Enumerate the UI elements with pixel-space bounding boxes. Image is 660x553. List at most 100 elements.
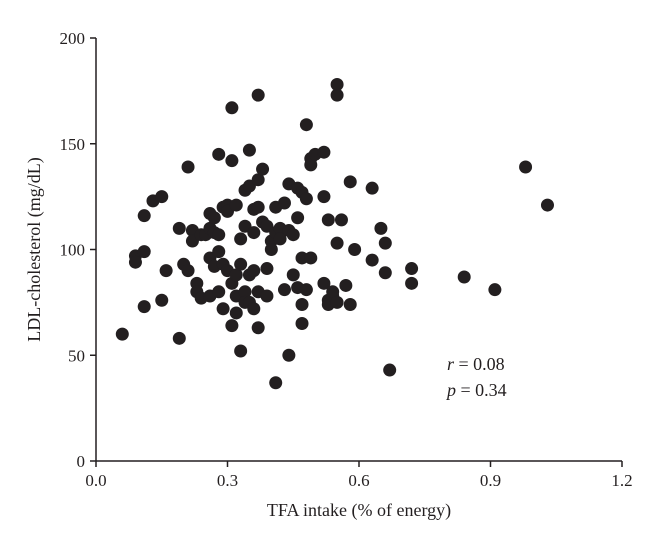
data-point [374, 221, 388, 235]
data-point [330, 88, 344, 102]
data-point [212, 245, 226, 259]
data-point [365, 253, 379, 267]
data-point [159, 264, 173, 278]
y-tick-label: 50 [68, 346, 85, 365]
data-point [405, 262, 419, 276]
data-point [247, 226, 261, 240]
data-point [234, 257, 248, 271]
data-point [519, 160, 533, 174]
y-tick-label: 100 [60, 241, 86, 260]
data-point [282, 348, 296, 362]
y-tick-label: 200 [60, 29, 86, 48]
data-point [251, 173, 265, 187]
data-point [383, 363, 397, 377]
data-point [457, 270, 471, 284]
data-point [343, 297, 357, 311]
data-point [260, 289, 274, 303]
data-point [299, 192, 313, 206]
data-point [488, 283, 502, 297]
correlation-r-annotation: r = 0.08 [447, 354, 505, 374]
r-value: = 0.08 [454, 354, 505, 374]
data-point [212, 228, 226, 242]
data-point [317, 276, 331, 290]
data-point [330, 295, 344, 309]
data-point [540, 198, 554, 212]
data-point [251, 200, 265, 214]
data-point [172, 331, 186, 345]
data-point [225, 154, 239, 168]
data-point [299, 118, 313, 132]
data-point [339, 278, 353, 292]
data-point [238, 285, 252, 299]
data-point [317, 190, 331, 204]
data-point [326, 285, 340, 299]
data-point [137, 209, 151, 223]
data-point [365, 181, 379, 195]
tick-labels: 0.0 0.3 0.6 0.9 1.2 0 50 100 150 200 [60, 29, 633, 490]
data-point [295, 297, 309, 311]
data-point [334, 213, 348, 227]
data-points [115, 78, 554, 390]
data-point [286, 268, 300, 282]
data-point [172, 221, 186, 235]
data-point [234, 232, 248, 246]
data-point [269, 376, 283, 390]
data-point [378, 236, 392, 250]
x-tick-label: 0.3 [217, 471, 238, 490]
data-point [348, 243, 362, 256]
data-point [264, 243, 278, 256]
r-symbol: r [447, 354, 455, 374]
data-point [216, 302, 230, 316]
data-point [251, 88, 265, 102]
data-point [277, 196, 291, 210]
data-point [229, 306, 243, 320]
data-point [330, 78, 344, 92]
data-point [155, 190, 169, 204]
data-point [378, 266, 392, 280]
p-value-annotation: p = 0.34 [445, 380, 507, 400]
data-point [291, 211, 305, 225]
y-tick-label: 150 [60, 135, 86, 154]
data-point [295, 317, 309, 331]
data-point [330, 236, 344, 250]
data-point [212, 147, 226, 161]
data-point [181, 160, 195, 174]
data-point [286, 228, 300, 242]
data-point [225, 319, 239, 333]
y-axis-title: LDL-cholesterol (mg/dL) [24, 157, 45, 341]
data-point [321, 213, 335, 227]
x-tick-label: 0.9 [480, 471, 501, 490]
data-point [304, 251, 318, 265]
axes [90, 37, 623, 467]
data-point [128, 255, 142, 269]
x-axis-title: TFA intake (% of energy) [267, 500, 451, 521]
p-value: = 0.34 [456, 380, 507, 400]
data-point [251, 321, 265, 335]
data-point [212, 285, 226, 299]
data-point [115, 327, 129, 341]
x-tick-label: 1.2 [611, 471, 632, 490]
data-point [207, 211, 221, 225]
data-point [137, 300, 151, 314]
data-point [277, 283, 291, 297]
data-point [247, 264, 261, 278]
x-tick-label: 0.0 [85, 471, 106, 490]
data-point [260, 262, 274, 276]
data-point [317, 145, 331, 159]
data-point [343, 175, 357, 189]
data-point [229, 198, 243, 212]
data-point [234, 344, 248, 358]
y-tick-label: 0 [77, 452, 86, 471]
data-point [273, 232, 287, 246]
data-point [256, 162, 270, 176]
data-point [242, 143, 256, 157]
data-point [225, 101, 239, 115]
data-point [181, 264, 195, 278]
data-point [299, 283, 313, 297]
data-point [137, 245, 151, 259]
data-point [304, 158, 318, 172]
data-point [229, 268, 243, 282]
data-point [405, 276, 419, 290]
x-tick-label: 0.6 [348, 471, 369, 490]
